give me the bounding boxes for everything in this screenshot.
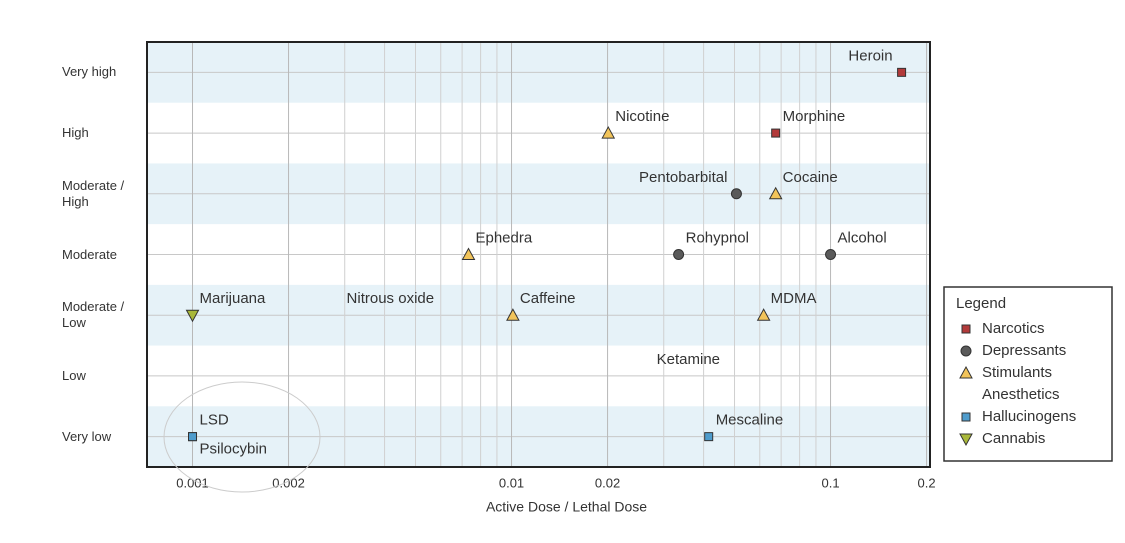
legend-label: Narcotics: [982, 320, 1045, 337]
point-label: Alcohol: [838, 229, 887, 246]
legend-marker: [959, 365, 973, 379]
point-label: Pentobarbital: [639, 169, 727, 186]
y-tick-label: High: [62, 125, 89, 141]
point-label: Nicotine: [615, 108, 669, 125]
y-tick-label: Very low: [62, 428, 112, 444]
point: [825, 249, 837, 260]
y-tick-label: Moderate / Low: [62, 299, 125, 331]
point-label: Marijuana: [200, 290, 267, 307]
legend-label: Depressants: [982, 342, 1066, 359]
x-axis-label: Active Dose / Lethal Dose: [486, 499, 647, 515]
x-tick-label: 0.002: [272, 475, 305, 490]
point-label: Cocaine: [783, 169, 838, 186]
point-label: Psilocybin: [200, 441, 268, 458]
legend-box: [943, 286, 1113, 462]
y-tick-label: Moderate: [62, 246, 117, 262]
legend-label: Cannabis: [982, 430, 1045, 447]
highlight-ellipse: [163, 381, 321, 493]
point: [185, 309, 200, 323]
x-tick-label: 0.02: [595, 475, 620, 490]
point: [730, 188, 742, 200]
legend-marker: [961, 324, 971, 334]
point-label: Nitrous oxide: [347, 290, 435, 307]
point-label: Morphine: [783, 108, 846, 125]
point: [768, 186, 783, 200]
plot-frame: [146, 41, 931, 468]
legend-marker: [959, 433, 973, 447]
point: [506, 308, 520, 321]
x-tick-label: 0.1: [822, 475, 840, 490]
legend-label: Anesthetics: [982, 386, 1060, 403]
legend-marker: [961, 412, 971, 422]
legend-marker: [960, 345, 972, 357]
point: [704, 432, 714, 442]
point-label: Ephedra: [475, 229, 532, 246]
point: [756, 308, 771, 321]
x-tick-label: 0.2: [918, 475, 936, 490]
point-label: Rohypnol: [686, 229, 749, 246]
legend-label: Stimulants: [982, 364, 1052, 381]
point: [897, 67, 907, 77]
y-tick-label: Very high: [62, 64, 117, 80]
point-label: Mescaline: [716, 412, 784, 429]
point-label: LSD: [200, 412, 229, 429]
y-tick-label: Low: [62, 367, 86, 383]
legend-label: Hallucinogens: [982, 408, 1076, 425]
point-label: Ketamine: [657, 351, 720, 368]
point: [771, 128, 781, 138]
point: [601, 126, 616, 139]
point-label: Heroin: [848, 47, 892, 64]
point: [461, 247, 476, 260]
x-tick-label: 0.01: [499, 475, 524, 490]
legend-title: Legend: [956, 295, 1006, 312]
point: [673, 249, 685, 260]
y-tick-label: Moderate / High: [62, 177, 125, 209]
point-label: Caffeine: [520, 290, 576, 307]
x-tick-label: 0.001: [176, 475, 209, 490]
point: [188, 432, 198, 442]
point-label: MDMA: [771, 290, 817, 307]
